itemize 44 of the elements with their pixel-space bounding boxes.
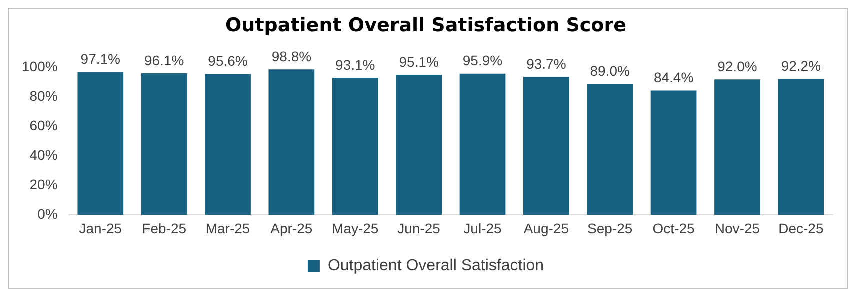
data-label: 98.8% xyxy=(272,48,312,64)
bar xyxy=(778,79,824,216)
y-tick-label: 20% xyxy=(30,176,58,193)
x-tick-label: May-25 xyxy=(332,220,379,236)
bar xyxy=(141,74,188,216)
x-tick-label: Jul-25 xyxy=(464,220,502,236)
bar xyxy=(78,72,124,216)
data-label: 93.7% xyxy=(526,56,566,72)
bar xyxy=(205,74,251,216)
bar xyxy=(714,80,760,216)
x-tick-label: Nov-25 xyxy=(714,220,760,236)
data-label: 95.6% xyxy=(208,53,248,70)
data-label: 92.0% xyxy=(718,58,758,74)
data-label: 97.1% xyxy=(80,50,120,67)
data-label: 96.1% xyxy=(144,52,184,68)
data-label: 89.0% xyxy=(590,62,630,79)
data-label: 84.4% xyxy=(654,70,694,86)
x-tick-label: Sep-25 xyxy=(588,220,633,236)
bar xyxy=(587,84,634,216)
x-tick-label: Jun-25 xyxy=(398,220,441,236)
chart-title: Outpatient Overall Satisfaction Score xyxy=(226,14,626,36)
x-tick-label: Oct-25 xyxy=(652,220,696,236)
bar xyxy=(460,74,506,216)
legend-label: Outpatient Overall Satisfaction xyxy=(328,257,544,274)
bar xyxy=(396,75,442,216)
y-tick-label: 0% xyxy=(38,206,58,222)
data-label: 92.2% xyxy=(781,58,822,74)
bar xyxy=(650,90,697,216)
data-label: 95.9% xyxy=(462,52,503,69)
y-tick-label: 80% xyxy=(30,88,58,104)
x-tick-label: Apr-25 xyxy=(270,220,313,236)
bar xyxy=(268,70,315,216)
x-tick-label: Mar-25 xyxy=(206,220,250,236)
y-tick-label: 40% xyxy=(30,147,58,164)
bar xyxy=(524,77,570,216)
x-tick-label: Feb-25 xyxy=(142,220,187,236)
x-tick-label: Jan-25 xyxy=(79,220,122,236)
x-tick-label: Aug-25 xyxy=(524,220,570,236)
data-label: 95.1% xyxy=(399,54,439,70)
bar xyxy=(332,78,378,216)
y-tick-label: 60% xyxy=(30,118,58,134)
x-tick-label: Dec-25 xyxy=(778,220,824,236)
data-label: 93.1% xyxy=(336,56,376,73)
y-tick-label: 100% xyxy=(22,58,58,75)
